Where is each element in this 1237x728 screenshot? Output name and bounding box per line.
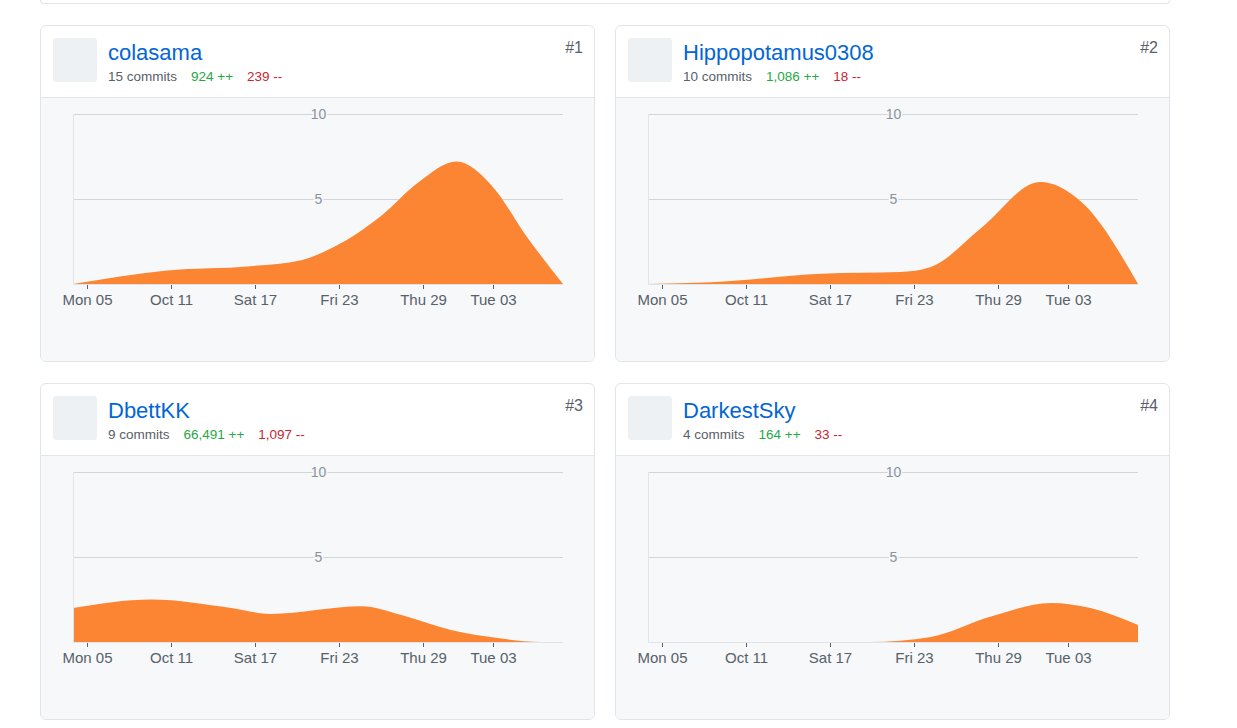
html-text:#1: #1 [565, 39, 583, 56]
html-text:#4: #4 [1140, 397, 1158, 414]
svg-text:Mon 05: Mon 05 [62, 291, 112, 308]
svg-text:Tue 03: Tue 03 [1045, 649, 1091, 666]
svg-text:Oct 11: Oct 11 [725, 291, 768, 308]
svg-text:Oct 11: Oct 11 [150, 649, 193, 666]
svg-text:Thu 29: Thu 29 [400, 649, 447, 666]
svg-text:10: 10 [886, 106, 902, 122]
svg-text:5: 5 [890, 191, 898, 207]
svg-text:Mon 05: Mon 05 [637, 291, 687, 308]
svg-text:Thu 29: Thu 29 [400, 291, 447, 308]
html-text:15 commits: 15 commits [108, 69, 177, 84]
svg-text:Mon 05: Mon 05 [62, 649, 112, 666]
html-text:4 commits: 4 commits [683, 427, 745, 442]
svg-text:Tue 03: Tue 03 [1045, 291, 1091, 308]
svg-text:5: 5 [890, 549, 898, 565]
svg-text:Oct 11: Oct 11 [150, 291, 193, 308]
html-text:1,097 --: 1,097 -- [258, 427, 305, 442]
html-text:164 ++: 164 ++ [758, 427, 801, 442]
svg-text:Oct 11: Oct 11 [725, 649, 768, 666]
svg-text:Sat 17: Sat 17 [234, 649, 277, 666]
html-text:10 commits: 10 commits [683, 69, 752, 84]
html-text:colasama: colasama [108, 40, 203, 65]
svg-text:10: 10 [311, 464, 327, 480]
html-text:924 ++: 924 ++ [191, 69, 234, 84]
svg-text:5: 5 [315, 549, 323, 565]
svg-text:Sat 17: Sat 17 [809, 291, 852, 308]
svg-text:Mon 05: Mon 05 [637, 649, 687, 666]
svg-text:Fri 23: Fri 23 [895, 649, 933, 666]
svg-text:10: 10 [886, 464, 902, 480]
html-text:#2: #2 [1140, 39, 1158, 56]
svg-text:Fri 23: Fri 23 [320, 291, 358, 308]
html-text:DarkestSky: DarkestSky [683, 398, 796, 423]
svg-text:Sat 17: Sat 17 [809, 649, 852, 666]
html-text:DbettKK: DbettKK [108, 398, 190, 423]
html-text:#3: #3 [565, 397, 583, 414]
html-text:Hippopotamus0308: Hippopotamus0308 [683, 40, 874, 65]
svg-text:Thu 29: Thu 29 [975, 291, 1022, 308]
svg-text:Sat 17: Sat 17 [234, 291, 277, 308]
svg-text:Thu 29: Thu 29 [975, 649, 1022, 666]
svg-text:Fri 23: Fri 23 [895, 291, 933, 308]
svg-text:10: 10 [311, 106, 327, 122]
svg-text:Tue 03: Tue 03 [470, 649, 516, 666]
html-text:33 --: 33 -- [814, 427, 843, 442]
html-text:1,086 ++: 1,086 ++ [766, 69, 820, 84]
html-text:239 --: 239 -- [247, 69, 283, 84]
html-text:9 commits: 9 commits [108, 427, 170, 442]
svg-text:Tue 03: Tue 03 [470, 291, 516, 308]
html-text:66,491 ++: 66,491 ++ [183, 427, 245, 442]
svg-text:5: 5 [315, 191, 323, 207]
html-text:18 --: 18 -- [833, 69, 862, 84]
svg-text:Fri 23: Fri 23 [320, 649, 358, 666]
